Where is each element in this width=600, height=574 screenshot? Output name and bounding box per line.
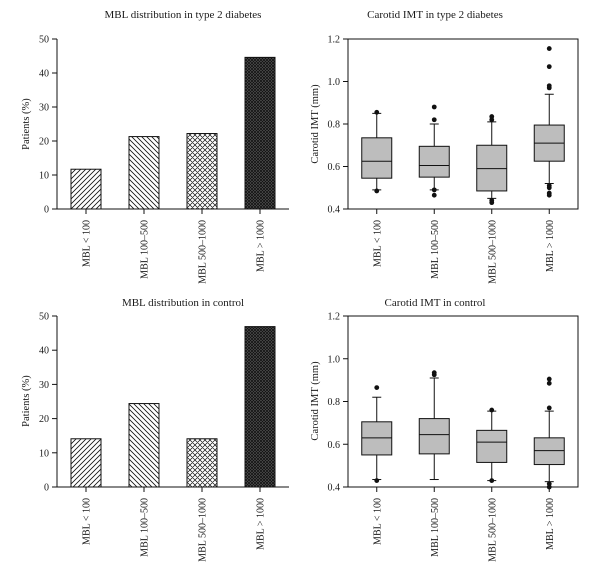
y-tick-label: 50 <box>39 35 49 46</box>
y-tick-label: 40 <box>39 69 49 80</box>
y-tick-label: 0.6 <box>328 162 341 173</box>
y-tick-label: 0 <box>44 205 49 216</box>
box <box>533 437 565 466</box>
y-axis-label: Carotid IMT (mm) <box>310 84 321 164</box>
y-tick-label: 20 <box>39 414 49 425</box>
bar <box>70 438 102 488</box>
chart-title: Carotid IMT in type 2 diabetes <box>367 9 503 21</box>
bar <box>128 403 160 488</box>
y-tick-label: 0.6 <box>328 440 341 451</box>
x-tick-label: MBL > 1000 <box>545 220 556 272</box>
outlier-point <box>489 407 495 413</box>
outlier-point <box>374 109 380 115</box>
x-tick-label: MBL 100–500 <box>140 220 151 279</box>
y-tick-label: 50 <box>39 312 49 323</box>
y-tick-label: 40 <box>39 346 49 357</box>
x-tick-label: MBL < 100 <box>82 498 93 545</box>
bar <box>244 326 276 488</box>
x-tick-label: MBL 100–500 <box>430 498 441 557</box>
outlier-point <box>431 104 437 110</box>
chart-title: Carotid IMT in control <box>385 297 486 309</box>
bar <box>244 56 276 210</box>
outlier-point <box>546 83 552 89</box>
y-axis-label: Patients (%) <box>21 375 32 427</box>
box <box>476 429 508 463</box>
panel-imt-diabetes: Carotid IMT in type 2 diabetes Carotid I… <box>310 9 579 284</box>
y-tick-label: 1.2 <box>328 35 341 46</box>
plot-area: 0 10 20 30 40 50 MBL < 100 MBL 100–500 MBL 500–1… <box>39 312 289 562</box>
panel-mbl-control: MBL distribution in control Patients (%)… <box>21 297 289 562</box>
outlier-point <box>546 64 552 70</box>
y-tick-label: 1.0 <box>328 77 341 88</box>
bar <box>186 438 218 488</box>
plot-area: 0.4 0.6 0.8 1.0 1.2 MBL < 100 MBL 100–500 MBL 5… <box>328 312 579 562</box>
x-tick-label: MBL 500–1000 <box>198 498 209 562</box>
plot-area: 0 10 20 30 40 50 MBL < 100 MBL 100–500 MBL 500–1… <box>39 35 289 284</box>
y-tick-label: 20 <box>39 137 49 148</box>
outlier-point <box>431 187 437 193</box>
x-tick-label: MBL 100–500 <box>140 498 151 557</box>
outlier-point <box>374 478 380 483</box>
x-tick-label: MBL 500–1000 <box>487 498 498 562</box>
x-tick-label: MBL < 100 <box>372 220 383 267</box>
chart-title: MBL distribution in type 2 diabetes <box>105 9 262 21</box>
box <box>418 145 450 178</box>
outlier-point <box>546 380 552 386</box>
y-tick-label: 1.2 <box>328 312 341 323</box>
outlier-point <box>546 376 552 382</box>
plot-frame <box>347 38 579 210</box>
y-axis-label: Patients (%) <box>21 98 32 150</box>
outlier-point <box>489 114 495 119</box>
outlier-point <box>546 46 552 51</box>
outlier-point <box>431 117 437 123</box>
outlier-point <box>546 481 552 487</box>
box <box>361 137 393 179</box>
y-axis-label: Carotid IMT (mm) <box>310 361 321 441</box>
box <box>418 418 450 455</box>
y-tick-label: 30 <box>39 103 49 114</box>
y-tick-label: 30 <box>39 380 49 391</box>
y-tick-label: 0.8 <box>328 120 341 131</box>
bar <box>186 133 218 210</box>
x-tick-label: MBL > 1000 <box>256 220 267 272</box>
outlier-point <box>431 370 437 376</box>
outlier-point <box>489 198 495 203</box>
outlier-point <box>374 188 380 194</box>
y-tick-label: 10 <box>39 448 49 459</box>
outlier-point <box>546 190 552 196</box>
plot-area: 0.4 0.6 0.8 1.0 1.2 MBL < 100 MBL 100–500 MBL 5… <box>328 35 579 284</box>
outlier-point <box>374 385 380 391</box>
bar <box>70 168 102 210</box>
x-tick-label: MBL 500–1000 <box>198 220 209 284</box>
chart-title: MBL distribution in control <box>122 297 244 309</box>
y-tick-label: 1.0 <box>328 354 341 365</box>
y-tick-label: 10 <box>39 171 49 182</box>
outlier-point <box>546 405 552 411</box>
y-tick-label: 0 <box>44 483 49 494</box>
x-tick-label: MBL > 1000 <box>545 498 556 550</box>
panel-mbl-diabetes: MBL distribution in type 2 diabetes Pati… <box>21 9 289 284</box>
x-tick-label: MBL > 1000 <box>256 498 267 550</box>
x-tick-label: MBL 100–500 <box>430 220 441 279</box>
box <box>361 421 393 456</box>
y-tick-label: 0.4 <box>328 205 341 216</box>
bar <box>128 136 160 210</box>
x-tick-label: MBL 500–1000 <box>487 220 498 284</box>
x-tick-label: MBL < 100 <box>372 498 383 545</box>
x-tick-label: MBL < 100 <box>82 220 93 267</box>
box <box>476 144 508 192</box>
panel-imt-control: Carotid IMT in control Carotid IMT (mm) … <box>310 297 579 562</box>
outlier-point <box>489 478 495 483</box>
outlier-point <box>546 183 552 189</box>
outlier-point <box>431 192 437 198</box>
y-tick-label: 0.4 <box>328 483 341 494</box>
y-tick-label: 0.8 <box>328 397 341 408</box>
